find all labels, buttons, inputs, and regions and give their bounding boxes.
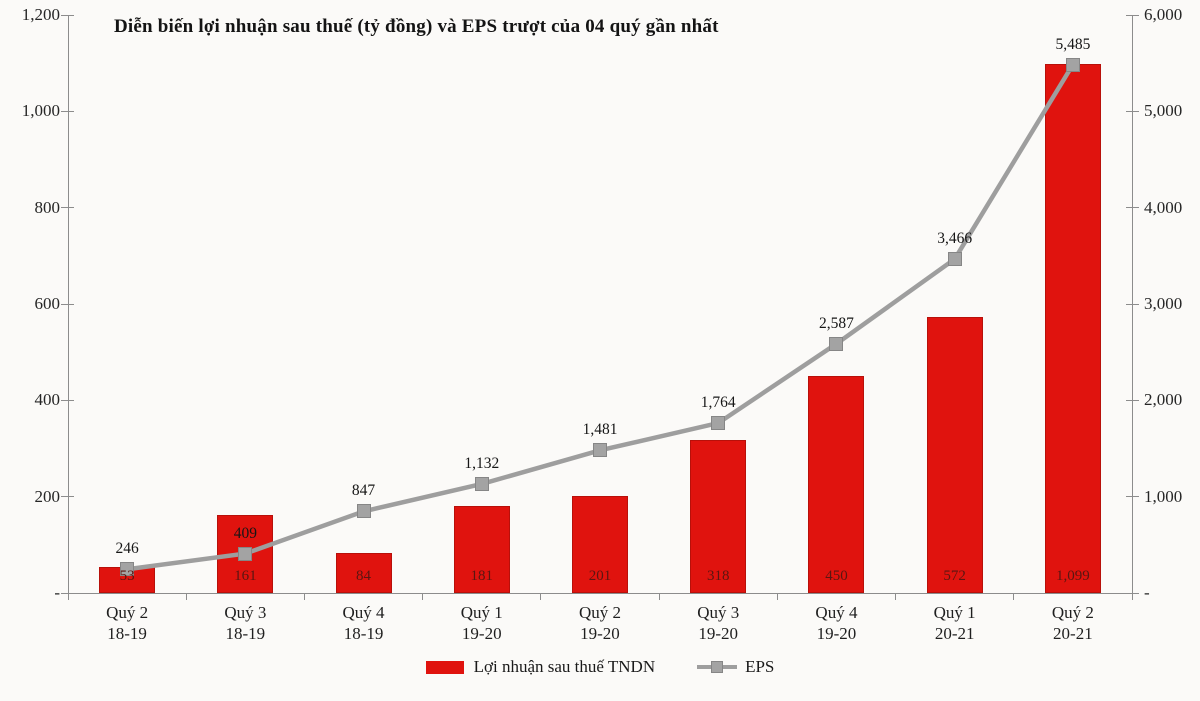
y-axis-right-tick-label: - <box>1144 583 1150 602</box>
eps-point-label: 5,485 <box>1055 35 1091 53</box>
eps-marker <box>1065 57 1080 72</box>
profit-bar-value: 84 <box>356 568 372 584</box>
y-axis-left-tick <box>61 207 74 209</box>
eps-legend-label: EPS <box>745 657 775 676</box>
y-axis-left-tick-label: 400 <box>34 390 61 410</box>
eps-marker <box>829 336 844 351</box>
eps-marker <box>238 546 253 561</box>
x-axis-category-label: Quý 4 19-20 <box>815 603 858 643</box>
y-axis-right-tick <box>1126 592 1139 594</box>
y-axis-right-tick-label: 3,000 <box>1144 294 1183 313</box>
y-axis-right-tick <box>1126 207 1139 209</box>
y-axis-left-tick-label: - <box>54 583 60 602</box>
legend: Lợi nhuận sau thuế TNDN EPS <box>0 654 1200 680</box>
profit-bar <box>808 376 865 593</box>
y-axis-left-tick <box>61 110 74 112</box>
y-axis-left-tick <box>61 496 74 498</box>
x-axis-category-label: Quý 3 19-20 <box>697 603 740 643</box>
y-axis-left-tick-label: 1,000 <box>21 101 60 121</box>
x-axis-category-label: Quý 2 20-21 <box>1051 603 1094 643</box>
eps-point-label: 1,132 <box>464 454 500 472</box>
x-axis-tick <box>1131 593 1133 600</box>
eps-point-label: 1,481 <box>582 421 618 439</box>
eps-point-label: 1,764 <box>700 394 736 412</box>
eps-marker <box>356 504 371 519</box>
eps-marker <box>947 252 962 267</box>
x-axis-category-label: Quý 2 19-20 <box>578 603 621 643</box>
y-axis-left-tick <box>61 303 74 305</box>
y-axis-left-tick-label: 600 <box>34 294 61 313</box>
profit-legend-label: Lợi nhuận sau thuế TNDN <box>473 657 656 676</box>
profit-bar <box>1044 63 1101 593</box>
x-axis-tick <box>895 593 897 600</box>
eps-marker <box>120 562 135 577</box>
x-axis-tick <box>776 593 778 600</box>
x-axis-tick <box>303 593 305 600</box>
eps-point-label: 409 <box>233 524 257 542</box>
profit-bar-value: 318 <box>706 568 730 584</box>
y-axis-right-tick <box>1126 14 1139 16</box>
x-axis-tick <box>1013 593 1015 600</box>
y-axis-left-tick <box>61 14 74 16</box>
y-axis-left-tick <box>61 399 74 401</box>
y-axis-right-tick-label: 4,000 <box>1144 197 1183 217</box>
x-axis-category-label: Quý 3 18-19 <box>224 603 267 643</box>
x-axis-tick <box>658 593 660 600</box>
profit-bar-value: 53 <box>119 568 135 584</box>
profit-bar-value: 1,099 <box>1056 568 1090 584</box>
y-axis-left-tick-label: 1,200 <box>21 5 60 24</box>
y-axis-right-tick <box>1126 399 1139 401</box>
x-axis-category-label: Quý 1 20-21 <box>933 603 976 643</box>
x-axis-tick <box>540 593 542 600</box>
profit-bar-value: 181 <box>470 568 494 584</box>
y-axis-right-tick-label: 5,000 <box>1144 101 1183 121</box>
y-axis-right-tick <box>1126 110 1139 112</box>
eps-marker <box>474 476 489 491</box>
eps-point-label: 246 <box>115 540 139 558</box>
eps-legend-marker-icon <box>697 660 738 674</box>
profit-bar-value: 450 <box>825 568 848 584</box>
y-axis-left-tick-label: 200 <box>34 486 61 506</box>
eps-legend-square <box>711 661 724 673</box>
x-axis-tick <box>67 593 69 600</box>
x-axis-line <box>68 593 1133 594</box>
y-axis-right-tick-label: 6,000 <box>1144 5 1183 24</box>
eps-point-label: 847 <box>351 482 376 500</box>
chart-title: Diễn biến lợi nhuận sau thuế (tỷ đồng) v… <box>114 16 719 37</box>
y-axis-right-tick <box>1126 303 1139 305</box>
x-axis-tick <box>422 593 424 600</box>
eps-marker <box>593 443 607 458</box>
y-axis-right-tick-label: 2,000 <box>1144 390 1183 410</box>
x-axis-category-label: Quý 4 18-19 <box>342 603 385 643</box>
profit-bar <box>926 317 983 593</box>
eps-point-label: 3,466 <box>937 230 973 248</box>
profit-bar-value: 572 <box>943 568 966 584</box>
x-axis-category-label: Quý 2 18-19 <box>106 603 149 643</box>
y-axis-right-tick <box>1126 496 1139 498</box>
eps-marker <box>711 416 726 431</box>
eps-point-label: 2,587 <box>819 314 854 332</box>
profit-legend-swatch <box>425 660 464 674</box>
y-axis-right-tick-label: 1,000 <box>1144 486 1183 506</box>
profit-bar-value: 161 <box>234 568 257 584</box>
profit-bar-value: 201 <box>588 568 612 584</box>
y-axis-left-tick-label: 800 <box>34 197 61 217</box>
x-axis-category-label: Quý 1 19-20 <box>460 603 503 643</box>
x-axis-tick <box>185 593 187 600</box>
